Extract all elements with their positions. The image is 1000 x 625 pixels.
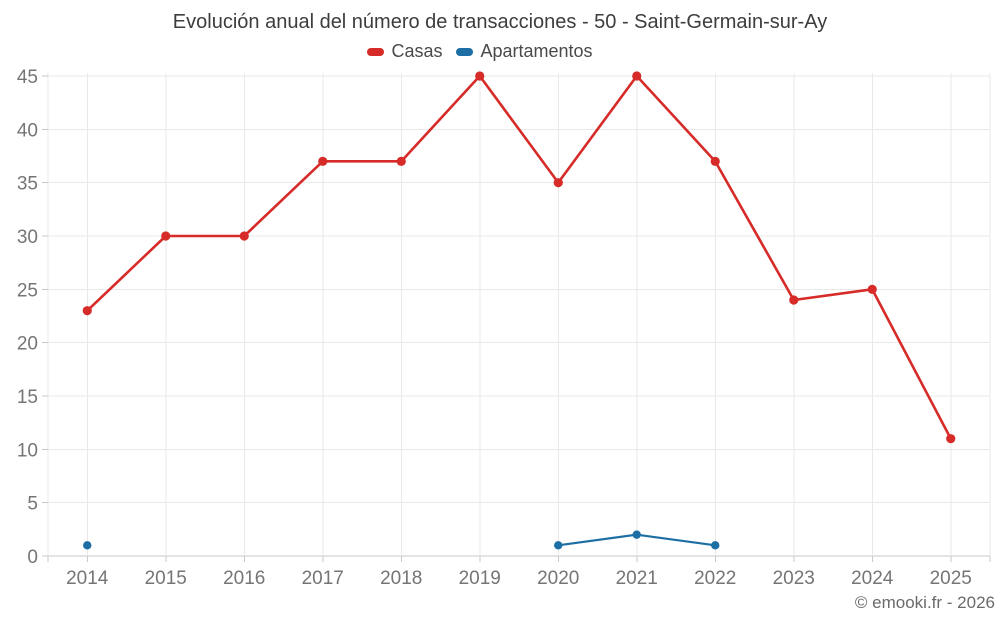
data-point-casas-2015[interactable] — [161, 231, 171, 241]
legend: Casas Apartamentos — [0, 41, 960, 62]
y-axis-tick-label: 45 — [17, 67, 38, 88]
data-point-casas-2021[interactable] — [632, 71, 642, 81]
x-axis-tick-label: 2015 — [145, 568, 187, 589]
x-axis-tick-label: 2023 — [773, 568, 815, 589]
series-casas[interactable] — [82, 71, 956, 444]
y-axis-tick-label: 10 — [17, 440, 38, 461]
x-axis-tick-label: 2021 — [616, 568, 658, 589]
casas-series-swatch-icon — [367, 47, 385, 56]
x-axis-tick-label: 2020 — [537, 568, 579, 589]
data-point-apartamentos-2021[interactable] — [632, 530, 641, 539]
x-axis-tick-label: 2025 — [930, 568, 972, 589]
y-axis-tick-label: 40 — [17, 120, 38, 141]
data-point-casas-2023[interactable] — [789, 295, 799, 305]
chart-title: Evolución anual del número de transaccio… — [172, 11, 828, 33]
data-point-apartamentos-2022[interactable] — [711, 541, 720, 550]
data-point-apartamentos-2020[interactable] — [554, 541, 563, 550]
x-axis-tick-label: 2018 — [380, 568, 422, 589]
x-axis-tick-label: 2022 — [694, 568, 736, 589]
y-axis-tick-label: 15 — [17, 387, 38, 408]
x-axis-tick-label: 2017 — [302, 568, 344, 589]
legend-label-apartamentos: Apartamentos — [480, 41, 593, 61]
x-axis-tick-label: 2024 — [851, 568, 894, 589]
gridlines — [47, 73, 991, 557]
x-axis-tick-label: 2016 — [223, 568, 265, 589]
data-point-casas-2017[interactable] — [318, 156, 328, 166]
data-point-casas-2014[interactable] — [82, 306, 92, 316]
data-point-casas-2025[interactable] — [946, 434, 956, 444]
y-axis-tick-label: 0 — [27, 547, 38, 568]
y-axis-tick-label: 30 — [17, 227, 38, 248]
y-axis-tick-label: 5 — [27, 494, 38, 515]
copyright-credit: © emooki.fr - 2026 — [854, 593, 995, 612]
data-point-casas-2022[interactable] — [710, 156, 720, 166]
y-axis-tick-label: 35 — [17, 174, 38, 195]
y-axis-tick-label: 20 — [17, 334, 38, 355]
y-axis-tick-label: 25 — [17, 280, 38, 301]
x-axis-tick-label: 2014 — [66, 568, 109, 589]
legend-label-casas: Casas — [391, 41, 443, 61]
apartamentos-series-swatch-icon — [456, 47, 474, 56]
axis-ticks — [42, 75, 991, 562]
data-point-casas-2024[interactable] — [867, 284, 877, 294]
data-point-apartamentos-2014[interactable] — [83, 541, 92, 550]
series-apartamentos[interactable] — [83, 530, 720, 550]
data-point-casas-2020[interactable] — [553, 178, 563, 188]
data-point-casas-2018[interactable] — [396, 156, 406, 166]
data-point-casas-2019[interactable] — [475, 71, 485, 81]
x-axis-tick-label: 2019 — [459, 568, 501, 589]
legend-item-casas[interactable]: Casas — [367, 41, 442, 62]
legend-item-apartamentos[interactable]: Apartamentos — [456, 41, 593, 62]
data-point-casas-2016[interactable] — [239, 231, 249, 241]
